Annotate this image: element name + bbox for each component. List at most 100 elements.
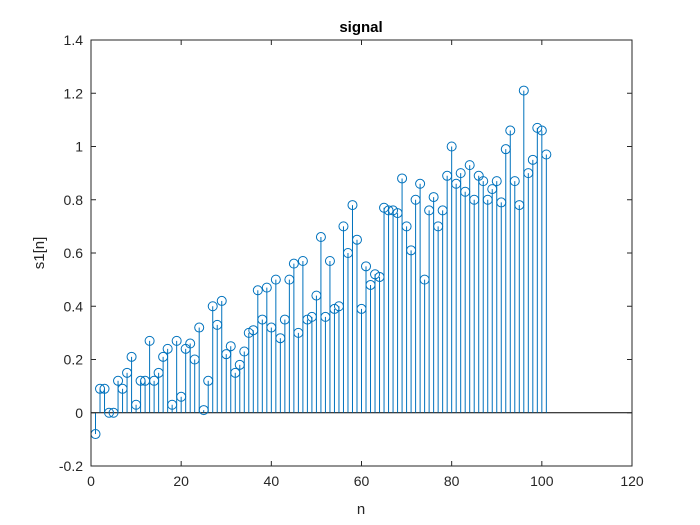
stem-marker — [541, 149, 552, 160]
stem-marker — [230, 367, 241, 378]
stem-marker — [464, 160, 475, 171]
stem-marker — [518, 85, 529, 96]
stem-marker — [478, 176, 489, 187]
y-tick-label: 0.6 — [64, 245, 84, 261]
stem-marker — [306, 311, 317, 322]
x-tick-label: 0 — [87, 473, 95, 489]
stem-marker — [469, 194, 480, 205]
stem-marker — [117, 383, 128, 394]
stem-marker — [297, 255, 308, 266]
stem-marker — [198, 405, 209, 416]
stem-marker — [482, 194, 493, 205]
stem-marker — [514, 200, 525, 211]
stem-marker — [365, 279, 376, 290]
stem-marker — [527, 154, 538, 165]
stem-marker — [279, 314, 290, 325]
stem-marker — [275, 333, 286, 344]
stem-marker — [509, 176, 520, 187]
stem-marker — [266, 322, 277, 333]
stem-marker — [221, 349, 232, 360]
stem-marker — [392, 208, 403, 219]
stem-marker — [225, 341, 236, 352]
stem-marker — [261, 282, 272, 293]
stem-marker — [158, 351, 169, 362]
x-axis-label: n — [357, 501, 365, 518]
x-tick-label: 40 — [264, 473, 280, 489]
stem-marker — [203, 375, 214, 386]
stem-marker — [460, 186, 471, 197]
stem-marker — [108, 407, 119, 418]
y-tick-label: 1 — [75, 139, 83, 155]
stem-marker — [374, 271, 385, 282]
stem-marker — [406, 245, 417, 256]
stem-marker — [270, 274, 281, 285]
stem-marker — [212, 319, 223, 330]
stem-marker — [424, 205, 435, 216]
y-tick-label: 0.4 — [64, 298, 84, 314]
stem-marker — [315, 232, 326, 243]
stem-marker — [162, 343, 173, 354]
stem-marker — [351, 234, 362, 245]
stem-marker — [239, 346, 250, 357]
stem-marker — [523, 168, 534, 179]
stem-marker — [95, 383, 106, 394]
stem-marker — [401, 221, 412, 232]
y-tick-label: 1.2 — [64, 85, 84, 101]
stem-marker — [288, 258, 299, 269]
stem-marker — [320, 311, 331, 322]
x-tick-label: 80 — [444, 473, 460, 489]
x-tick-label: 20 — [173, 473, 189, 489]
stem-marker — [149, 375, 160, 386]
stem-marker — [487, 184, 498, 195]
stem-marker — [383, 205, 394, 216]
stem-marker — [257, 314, 268, 325]
x-tick-label: 120 — [620, 473, 644, 489]
stem-marker — [342, 248, 353, 258]
stem-marker — [131, 399, 142, 410]
stem-marker — [144, 335, 155, 346]
stem-marker — [207, 301, 218, 312]
stem-marker — [536, 125, 547, 136]
stem-marker — [126, 351, 137, 362]
stem-marker — [185, 338, 196, 349]
stem-marker — [171, 335, 182, 346]
stem-marker — [284, 274, 295, 285]
stem-marker — [135, 375, 146, 386]
stem-marker — [437, 205, 448, 216]
stem-marker — [356, 303, 367, 314]
chart-title: signal — [339, 19, 382, 36]
stem-marker — [455, 168, 466, 179]
y-tick-label: 0.8 — [64, 192, 84, 208]
stem-marker — [338, 221, 349, 232]
stem-marker — [311, 290, 322, 301]
y-axis-label: s1[n] — [31, 237, 48, 270]
y-tick-label: 1.4 — [64, 32, 84, 48]
x-tick-label: 100 — [530, 473, 554, 489]
stem-marker — [324, 255, 335, 266]
stem-marker — [361, 261, 372, 272]
x-tick-label: 60 — [354, 473, 370, 489]
stem-marker — [234, 359, 245, 370]
stem-marker — [505, 125, 516, 136]
stem-marker — [446, 141, 457, 152]
stem-marker — [433, 221, 444, 232]
stem-marker — [122, 367, 133, 378]
stem-marker — [347, 200, 358, 211]
stem-marker — [153, 367, 164, 378]
stem-marker — [113, 375, 124, 386]
stem-marker — [248, 325, 259, 336]
stem-marker — [216, 295, 227, 306]
stem-marker — [410, 194, 421, 205]
stem-marker — [104, 407, 115, 418]
stem-marker — [451, 178, 462, 189]
stem-marker — [189, 354, 200, 365]
stem-marker — [415, 178, 426, 189]
stem-marker — [397, 173, 408, 184]
stem-marker — [491, 176, 502, 187]
stem-marker — [252, 285, 263, 296]
stem-marker — [442, 170, 453, 181]
stem-marker — [176, 391, 187, 402]
y-tick-label: 0.2 — [64, 352, 84, 368]
